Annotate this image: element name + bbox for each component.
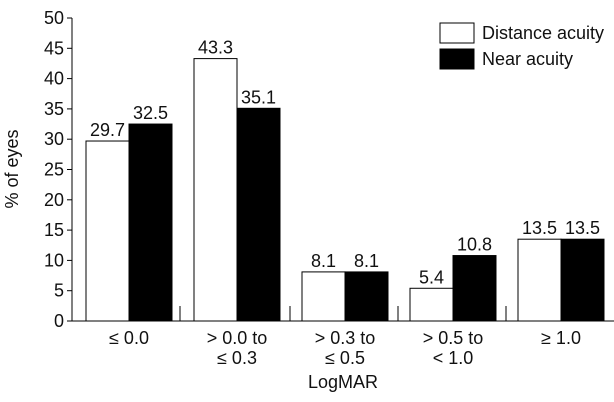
x-category-labels: ≤ 0.0 > 0.0 to≤ 0.3 > 0.3 to≤ 0.5 > 0.5 to<… [109,328,581,368]
y-tick-label: 30 [44,129,64,149]
near-bar-label: 8.1 [354,251,379,271]
y-tick-label: 0 [54,311,64,331]
near-bar-label: 10.8 [457,235,492,255]
distance-bar [85,140,130,322]
distance-bar-label: 8.1 [311,251,336,271]
distance-bar [409,287,454,322]
near-bar [560,238,605,322]
x-category-label: ≤ 0.3 [217,348,257,368]
distance-bar [517,238,562,322]
y-ticks: 0 5 10 15 20 25 30 35 40 45 50 [44,8,72,331]
x-category-label: ≤ 0.5 [325,348,365,368]
x-category-label: > 0.3 to [315,328,376,348]
near-bar-label: 35.1 [241,87,276,107]
y-tick-label: 25 [44,160,64,180]
near-bar-label: 32.5 [133,103,168,123]
x-category-label: > 0.0 to [207,328,268,348]
near-bar [128,123,173,322]
bars [85,58,605,322]
y-tick-label: 50 [44,8,64,28]
y-tick-label: 20 [44,190,64,210]
distance-bar-label: 5.4 [419,267,444,287]
y-tick-label: 40 [44,69,64,89]
near-bar [344,271,389,322]
x-axis-title: LogMAR [308,372,378,392]
y-tick-label: 35 [44,99,64,119]
legend-swatch-near [439,48,475,70]
y-axis-title: % of eyes [2,129,22,208]
x-separators [179,306,507,321]
distance-bar [301,271,346,322]
distance-bar [193,58,238,322]
y-tick-label: 45 [44,38,64,58]
y-tick-label: 10 [44,250,64,270]
y-tick-label: 5 [54,281,64,301]
y-tick-label: 15 [44,220,64,240]
x-category-label: > 0.5 to [423,328,484,348]
distance-bar-label: 13.5 [522,218,557,238]
legend-label-near: Near acuity [482,49,573,69]
x-category-label: < 1.0 [433,348,474,368]
distance-bar-label: 29.7 [90,120,125,140]
near-bar-label: 13.5 [565,218,600,238]
legend: Distance acuity Near acuity [439,22,604,70]
legend-label-distance: Distance acuity [482,23,604,43]
bar-labels: 29.7 43.3 8.1 5.4 13.5 32.5 35.1 8.1 10.8 13.5 [90,38,600,288]
legend-swatch-distance [439,22,475,44]
x-category-label: ≤ 0.0 [109,328,149,348]
y-axis-group: 0 5 10 15 20 25 30 35 40 45 50 % of eyes [2,8,73,331]
near-bar [236,107,281,322]
x-category-label: ≥ 1.0 [541,328,581,348]
distance-bar-label: 43.3 [198,38,233,58]
near-bar [452,255,497,322]
